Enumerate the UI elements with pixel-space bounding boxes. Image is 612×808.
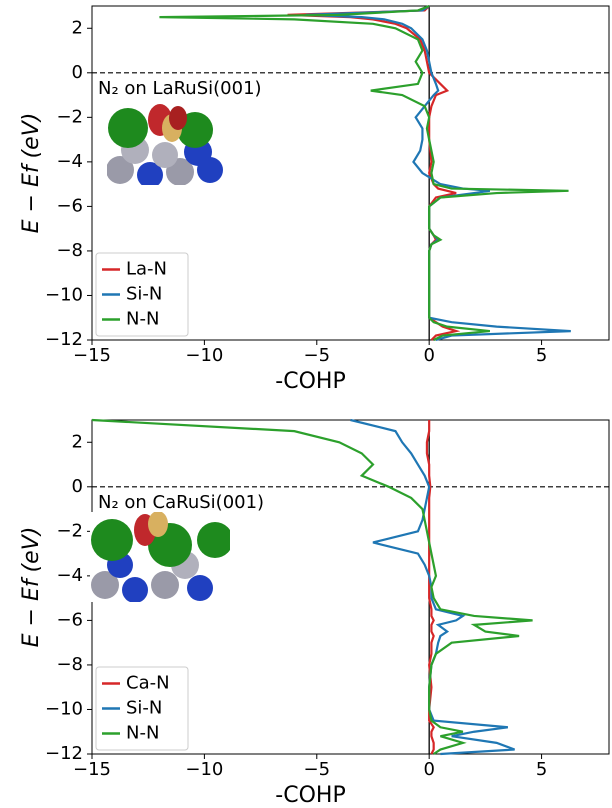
x-tick-label: 5: [536, 759, 547, 780]
cohp-line: [306, 6, 571, 340]
structure-inset: [90, 511, 233, 603]
y-tick-label: −12: [45, 329, 83, 350]
y-tick-label: −10: [45, 698, 83, 719]
legend-label: Si-N: [126, 698, 162, 719]
x-tick-label: 0: [423, 345, 434, 366]
x-tick-label: −10: [185, 759, 223, 780]
y-tick-label: −4: [56, 151, 83, 172]
y-axis-label: E − Ef (eV): [19, 113, 44, 234]
legend-label: Ca-N: [126, 673, 170, 694]
legend-label: N-N: [126, 309, 159, 330]
y-tick-label: 2: [72, 431, 83, 452]
y-tick-label: 0: [72, 62, 83, 83]
y-tick-label: 2: [72, 17, 83, 38]
structure-inset: [106, 103, 228, 188]
x-tick-label: −10: [185, 345, 223, 366]
x-axis-label: -COHP: [275, 783, 345, 808]
y-tick-label: −8: [56, 654, 83, 675]
x-axis-label: -COHP: [275, 369, 345, 394]
x-tick-label: −5: [304, 759, 331, 780]
legend-label: N-N: [126, 723, 159, 744]
y-tick-label: −2: [56, 106, 83, 127]
y-tick-label: 0: [72, 476, 83, 497]
y-tick-label: −6: [56, 195, 83, 216]
y-tick-label: −6: [56, 609, 83, 630]
x-tick-label: 5: [536, 345, 547, 366]
annotation: N₂ on LaRuSi(001): [98, 78, 262, 99]
y-tick-label: −10: [45, 284, 83, 305]
x-tick-label: −5: [304, 345, 331, 366]
y-tick-label: −2: [56, 520, 83, 541]
y-tick-label: −4: [56, 565, 83, 586]
legend-label: La-N: [126, 259, 167, 280]
annotation: N₂ on CaRuSi(001): [98, 492, 264, 513]
x-tick-label: 0: [423, 759, 434, 780]
y-tick-label: −12: [45, 743, 83, 764]
legend-label: Si-N: [126, 284, 162, 305]
figure: −15−10−505−12−10−8−6−4−202-COHPE − Ef (e…: [0, 0, 612, 808]
y-tick-label: −8: [56, 240, 83, 261]
y-axis-label: E − Ef (eV): [19, 527, 44, 648]
